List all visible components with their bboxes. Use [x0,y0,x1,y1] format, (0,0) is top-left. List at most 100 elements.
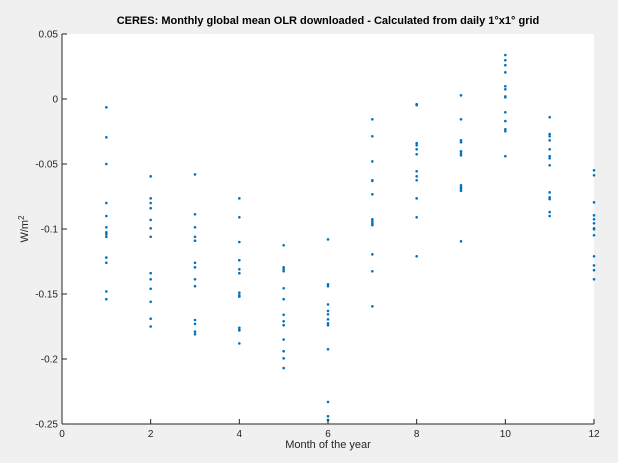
data-point [548,148,551,151]
data-point [504,58,507,62]
data-point [282,338,285,341]
y-tick-label: 0 [52,95,58,106]
data-point [149,218,152,222]
y-tick-label: -0.25 [35,420,58,431]
y-axis-label: W/m2 [17,215,31,243]
data-point [238,271,241,275]
data-point [193,278,197,281]
data-point [282,366,285,370]
x-tick-label: 12 [588,429,600,440]
data-point [459,152,463,155]
data-point [193,318,197,322]
data-point [326,282,330,286]
data-point [193,266,197,269]
data-point [415,216,418,219]
data-point [193,322,197,326]
data-point [282,297,285,301]
x-tick-label: 4 [237,429,243,440]
data-point [105,232,108,236]
y-axis-label-unit: W/m [19,220,31,243]
x-tick-label: 6 [325,429,331,440]
data-point [326,312,330,316]
data-point [371,219,374,223]
data-point [282,349,285,353]
data-point [149,235,152,239]
data-point [282,268,285,271]
x-tick-label: 8 [414,429,420,440]
axes: 0 2 4 6 8 10 12 -0.25 -0.2 -0.15 -0.1 -0.05 0 0.05 [35,30,600,441]
data-point [415,175,418,178]
data-point [459,140,463,144]
data-point [415,169,418,173]
data-point [592,174,596,177]
data-point [326,414,330,418]
data-point [105,201,108,205]
data-point [371,223,374,227]
data-point [326,303,330,306]
data-point [415,148,418,151]
data-point [548,132,551,136]
plot-area [62,34,594,424]
data-point [149,325,152,328]
y-tick-label: -0.15 [35,290,58,301]
data-point [238,342,241,345]
data-point [459,184,463,187]
data-point [282,323,285,327]
data-point [548,195,551,199]
data-point [282,320,285,323]
data-points [105,53,596,422]
data-point [105,290,108,293]
data-point [371,217,374,221]
data-point [371,253,374,256]
data-point [548,115,551,119]
data-point [149,206,152,210]
data-point [548,139,551,142]
data-point [105,297,108,301]
data-point [504,119,507,123]
data-point [459,153,463,157]
data-point [459,240,463,243]
data-point [504,154,507,158]
data-point [504,53,507,57]
data-point [282,286,285,290]
data-point [459,117,463,121]
data-point [592,278,596,281]
x-tick-label: 2 [148,429,154,440]
data-point [504,110,507,114]
data-point [371,269,374,273]
data-point [238,240,241,244]
data-point [548,214,551,218]
data-point [459,149,463,153]
data-point [504,63,507,67]
data-point [548,164,551,167]
data-point [326,347,330,351]
y-tick-label: -0.2 [41,355,59,366]
data-point [504,84,507,88]
data-point [592,217,596,221]
data-point [282,313,285,317]
data-point [149,175,152,178]
data-point [415,254,418,258]
data-point [459,189,463,193]
data-point [592,233,596,237]
data-point [238,326,241,330]
data-point [105,230,108,234]
data-point [149,278,152,281]
data-point [326,323,330,327]
x-tick-label: 10 [500,429,512,440]
data-point [371,305,374,308]
data-point [282,266,285,269]
data-point [548,156,551,160]
data-point [592,221,596,225]
data-point [326,309,330,313]
data-point [592,214,596,217]
data-point [415,178,418,182]
data-point [105,106,108,109]
data-point [105,162,108,166]
data-point [238,216,241,219]
data-point [371,192,374,196]
chart-title: CERES: Monthly global mean OLR downloade… [117,15,540,27]
data-point [149,300,152,304]
data-point [592,201,596,204]
